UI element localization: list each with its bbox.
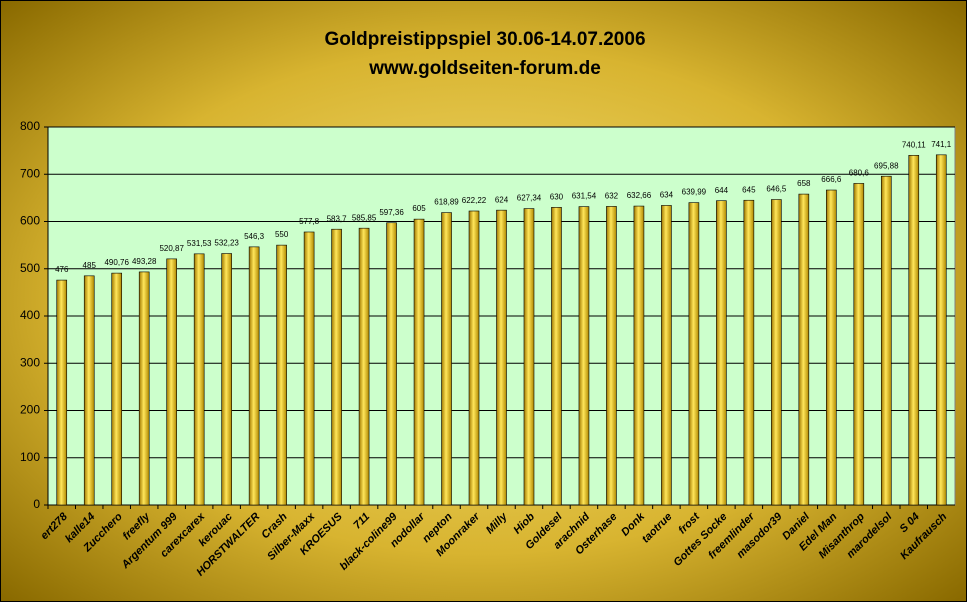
value-label: 550 [275, 230, 289, 239]
chart-subtitle: www.goldseiten-forum.de [368, 58, 601, 79]
bar [908, 154, 920, 506]
bar [880, 175, 892, 506]
value-label: 741,1 [931, 140, 952, 149]
bar [633, 205, 645, 506]
bar [468, 210, 480, 506]
value-label: 658 [797, 179, 811, 188]
y-tick-label: 700 [20, 166, 40, 180]
y-tick-label: 600 [20, 214, 40, 228]
y-tick-label: 300 [20, 355, 40, 369]
value-label: 639,99 [682, 188, 707, 197]
bar [606, 206, 617, 506]
value-label: 634 [660, 191, 674, 200]
value-label: 666,6 [821, 175, 842, 184]
value-label: 546,3 [244, 232, 265, 241]
bar [248, 246, 260, 506]
bar [523, 208, 535, 506]
bar [358, 227, 370, 506]
y-tick-label: 100 [20, 450, 40, 464]
value-label: 624 [495, 195, 509, 204]
value-label: 646,5 [766, 185, 787, 194]
y-tick-label: 400 [20, 308, 40, 322]
value-label: 585,85 [352, 213, 377, 222]
value-label: 577,8 [299, 217, 320, 226]
value-label: 485 [83, 261, 97, 270]
bar [798, 193, 810, 506]
value-label: 644 [715, 186, 729, 195]
value-label: 645 [742, 185, 756, 194]
value-label: 476 [55, 265, 69, 274]
bar [578, 206, 590, 506]
value-label: 740,11 [902, 140, 926, 149]
value-label: 632 [605, 191, 619, 200]
value-label: 622,22 [462, 196, 487, 205]
y-tick-label: 800 [20, 119, 40, 133]
bar [276, 244, 287, 506]
bar [661, 205, 672, 506]
bar [303, 231, 315, 506]
bar [853, 183, 865, 506]
value-label: 597,36 [379, 208, 404, 217]
bar [386, 222, 397, 506]
y-tick-label: 500 [20, 261, 40, 275]
value-label: 493,28 [132, 257, 157, 266]
bar [221, 253, 232, 506]
bar [716, 200, 727, 506]
value-label: 583,7 [327, 214, 348, 223]
bar [441, 212, 452, 506]
value-label: 618,89 [434, 198, 459, 207]
bar [413, 218, 425, 506]
bar [688, 202, 700, 506]
bar [771, 199, 782, 506]
value-label: 531,53 [187, 239, 212, 248]
bar [166, 258, 177, 506]
value-label: 520,87 [159, 244, 184, 253]
bar [496, 209, 507, 506]
bar [193, 253, 205, 506]
y-tick-label: 0 [33, 497, 40, 511]
bar [83, 275, 95, 506]
value-label: 680,6 [849, 169, 870, 178]
value-label: 627,34 [517, 194, 542, 203]
value-label: 632,66 [627, 191, 652, 200]
value-label: 490,76 [104, 258, 129, 267]
bar [111, 272, 123, 506]
value-label: 630 [550, 192, 564, 201]
bar [551, 207, 562, 506]
value-label: 605 [412, 204, 426, 213]
bar [138, 271, 150, 506]
bar [331, 228, 342, 506]
value-label: 695,88 [874, 161, 899, 170]
y-tick-label: 200 [20, 403, 40, 417]
bar [743, 199, 755, 506]
bar [56, 279, 68, 506]
chart-title: Goldpreistippspiel 30.06-14.07.2006 [324, 29, 645, 50]
value-label: 631,54 [572, 192, 597, 201]
bar [935, 154, 947, 506]
bar [826, 189, 837, 506]
value-label: 532,23 [214, 239, 239, 248]
